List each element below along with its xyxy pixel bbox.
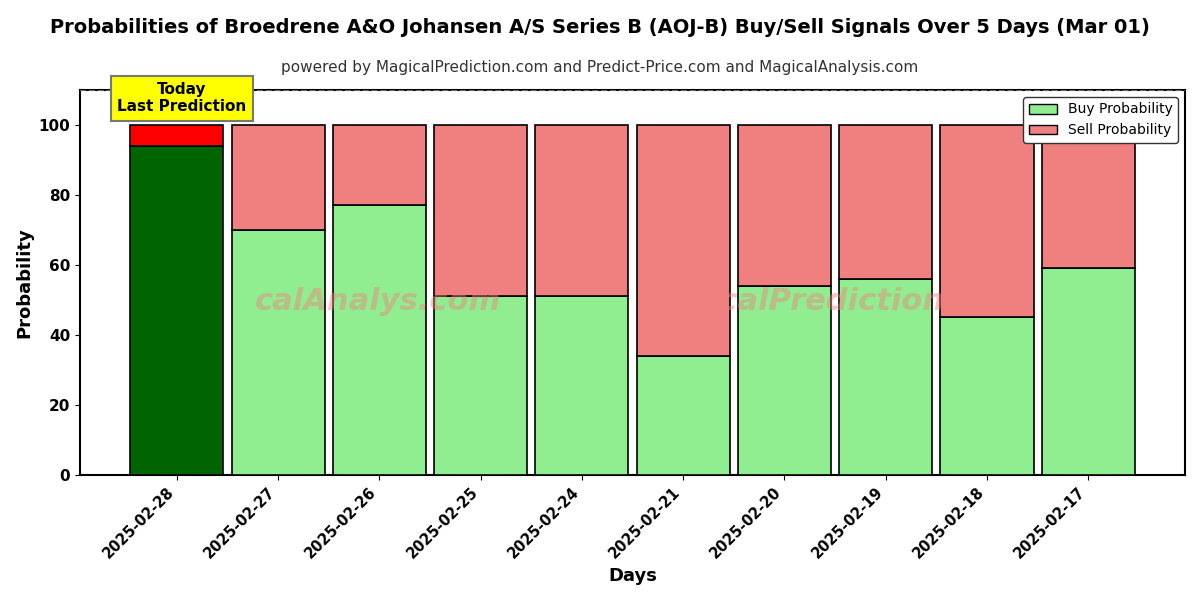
Bar xyxy=(941,125,1033,317)
Bar xyxy=(434,296,527,475)
Bar xyxy=(434,125,527,296)
Bar xyxy=(941,317,1033,475)
Bar xyxy=(636,125,730,356)
Text: Today
Last Prediction: Today Last Prediction xyxy=(118,82,246,115)
Bar xyxy=(839,125,932,279)
Text: calAnalys.com: calAnalys.com xyxy=(256,287,502,316)
Bar xyxy=(232,125,325,230)
Bar xyxy=(131,125,223,146)
Bar xyxy=(738,286,830,475)
Bar xyxy=(1042,125,1135,268)
Text: powered by MagicalPrediction.com and Predict-Price.com and MagicalAnalysis.com: powered by MagicalPrediction.com and Pre… xyxy=(281,60,919,75)
X-axis label: Days: Days xyxy=(608,567,656,585)
Text: MagicalPrediction.com: MagicalPrediction.com xyxy=(636,287,1027,316)
Bar xyxy=(839,279,932,475)
Y-axis label: Probability: Probability xyxy=(14,227,32,338)
Legend: Buy Probability, Sell Probability: Buy Probability, Sell Probability xyxy=(1024,97,1178,143)
Bar xyxy=(232,230,325,475)
Bar xyxy=(636,356,730,475)
Bar xyxy=(535,125,629,296)
Bar xyxy=(1042,268,1135,475)
Bar xyxy=(332,125,426,205)
Text: Probabilities of Broedrene A&O Johansen A/S Series B (AOJ-B) Buy/Sell Signals Ov: Probabilities of Broedrene A&O Johansen … xyxy=(50,18,1150,37)
Bar xyxy=(332,205,426,475)
Bar xyxy=(738,125,830,286)
Bar xyxy=(535,296,629,475)
Bar xyxy=(131,146,223,475)
